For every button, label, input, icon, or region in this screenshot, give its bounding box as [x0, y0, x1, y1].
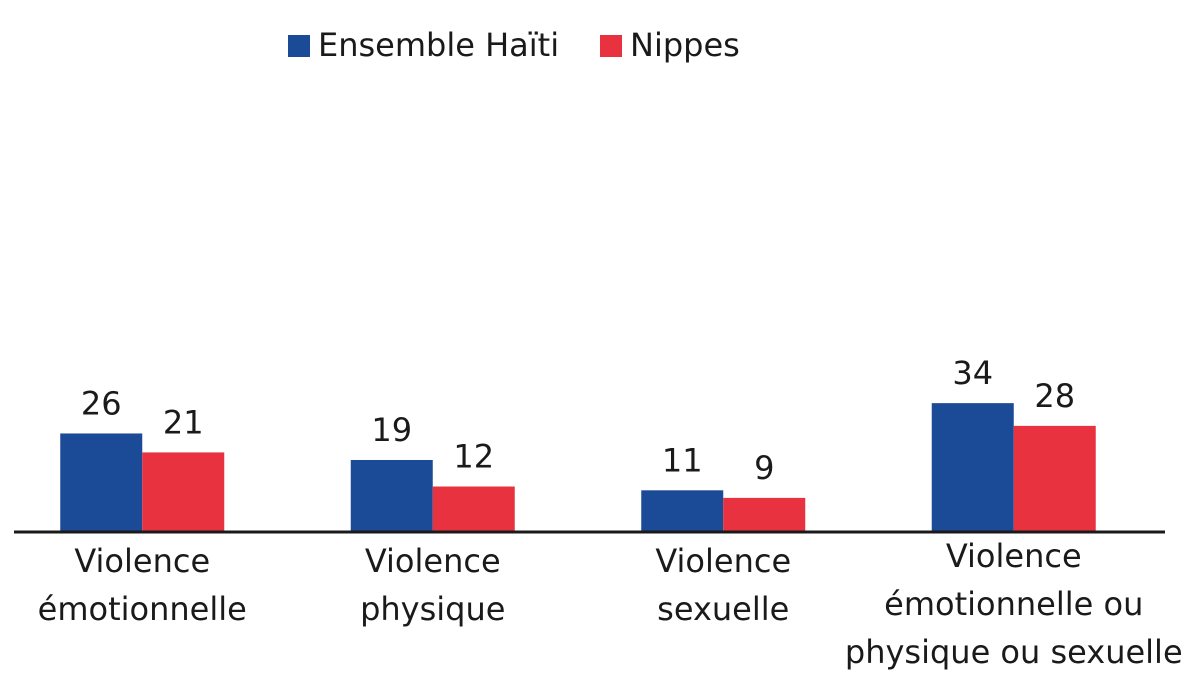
- value-label: 28: [1034, 377, 1075, 415]
- bar: [1013, 425, 1096, 532]
- x-tick-label: émotionnelle ou: [884, 585, 1143, 623]
- x-tick-label: émotionnelle: [38, 590, 247, 628]
- value-label: 12: [453, 438, 494, 476]
- bar: [60, 433, 143, 532]
- x-tick-label: physique ou sexuelle: [845, 633, 1183, 671]
- bar: [641, 490, 724, 532]
- x-tick-label: Violence: [655, 542, 791, 580]
- legend-swatch: [600, 35, 622, 57]
- legend-label: Ensemble Haïti: [318, 26, 559, 64]
- bar: [432, 486, 515, 532]
- x-tick-label: Violence: [946, 537, 1082, 575]
- x-tick-label: sexuelle: [657, 590, 789, 628]
- x-tick-label: Violence: [74, 542, 210, 580]
- x-tick-label: physique: [360, 590, 505, 628]
- value-label: 21: [163, 403, 204, 441]
- value-label: 26: [81, 384, 122, 422]
- bar: [142, 452, 225, 532]
- value-label: 34: [952, 354, 993, 392]
- bar: [931, 403, 1014, 532]
- value-label: 11: [662, 441, 703, 479]
- legend-label: Nippes: [630, 26, 740, 64]
- bar: [350, 459, 433, 532]
- value-label: 9: [754, 449, 774, 487]
- bar: [723, 497, 806, 532]
- x-tick-label: Violence: [365, 542, 501, 580]
- legend-swatch: [288, 35, 310, 57]
- value-label: 19: [371, 411, 412, 449]
